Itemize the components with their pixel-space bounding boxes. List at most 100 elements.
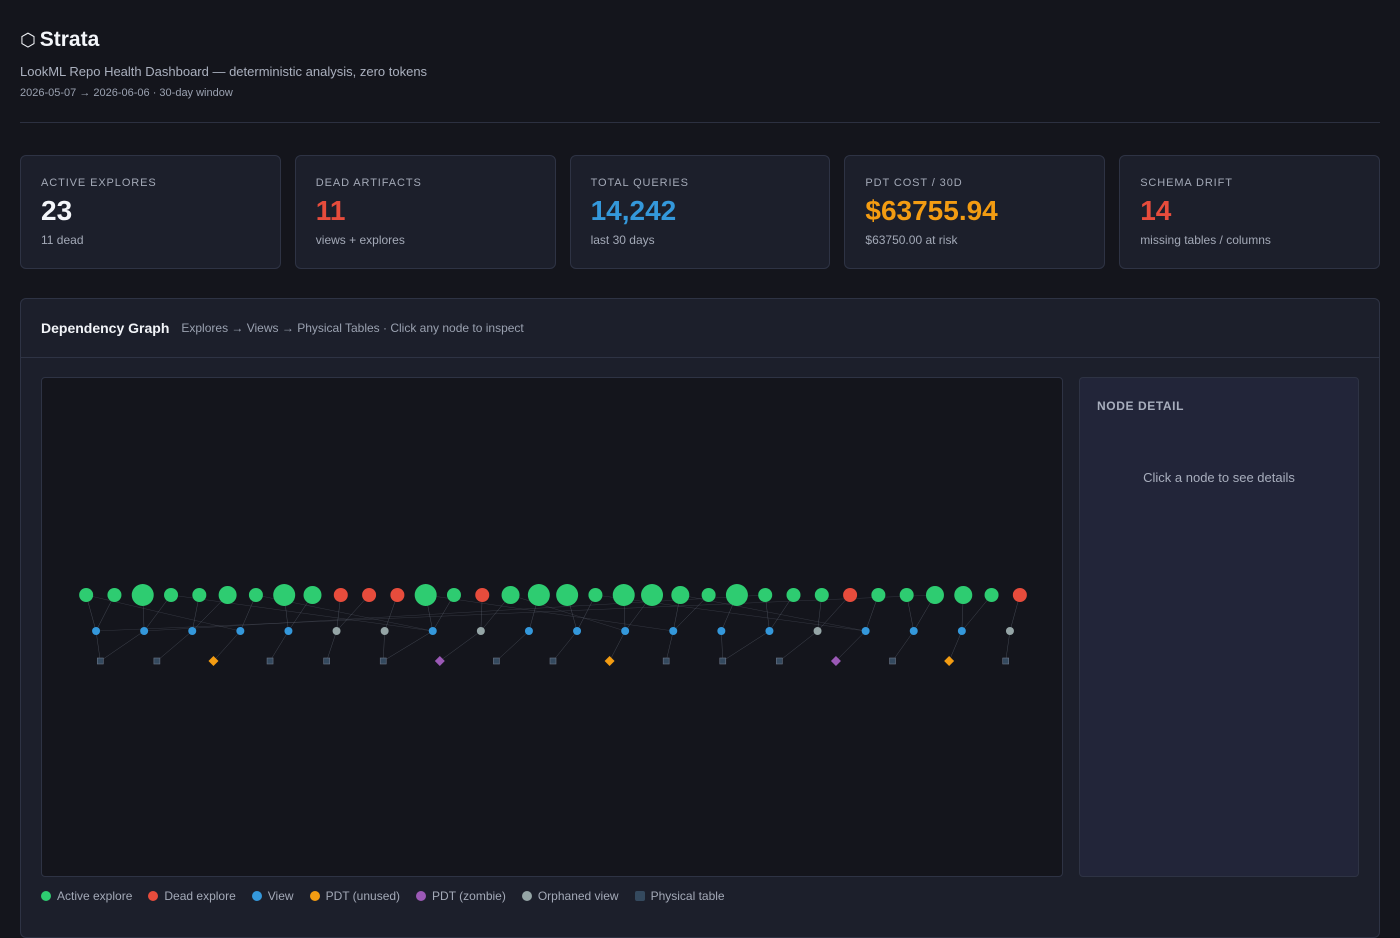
view-node[interactable] [957,627,966,635]
view-node[interactable] [140,627,149,635]
active-explore-node[interactable] [164,588,179,602]
view-node[interactable] [621,627,630,635]
graph-edge [1005,630,1011,662]
metric-label: SCHEMA DRIFT [1140,177,1233,189]
header-divider [20,122,1380,123]
orphaned-view-node[interactable] [380,627,389,635]
metric-card-dead-artifacts: DEAD ARTIFACTS 11 views + explores [294,155,556,269]
active-explore-node[interactable] [79,588,94,602]
orphaned-view-node[interactable] [813,627,822,635]
view-node[interactable] [765,627,774,635]
active-explore-node[interactable] [192,588,207,602]
graph-svg[interactable] [42,378,1063,877]
metric-label: ACTIVE EXPLORES [41,177,157,189]
dead-explore-node[interactable] [1012,588,1027,602]
metric-card-total-queries: TOTAL QUERIES 14,242 last 30 days [569,155,831,269]
pdt-zombie-node[interactable] [434,656,445,666]
active-explore-node[interactable] [725,584,748,606]
active-explore-node[interactable] [107,588,122,602]
view-node[interactable] [188,627,197,635]
graph-edge [779,630,818,662]
active-explore-node[interactable] [814,588,829,602]
physical-table-node[interactable] [719,657,727,665]
orphaned-view-node[interactable] [476,627,485,635]
dead-explore-node[interactable] [362,588,377,602]
active-explore-node[interactable] [758,588,773,602]
pdt-unused-node[interactable] [604,656,615,666]
physical-table-node[interactable] [379,657,387,665]
metric-label: PDT COST / 30D [865,177,963,189]
active-explore-node[interactable] [273,584,296,606]
active-explore-node[interactable] [786,588,801,602]
app-title: Strata [39,28,100,51]
metric-label: TOTAL QUERIES [590,177,689,189]
dead-explore-node[interactable] [390,588,405,602]
active-explore-node[interactable] [501,586,520,604]
legend-item-dead-explore: Dead explore [148,889,236,903]
graph-edge [336,594,370,632]
active-explore-node[interactable] [556,584,579,606]
active-explore-node[interactable] [671,586,690,604]
view-node[interactable] [669,627,678,635]
legend-item-pdt-unused: PDT (unused) [309,889,401,903]
view-node[interactable] [861,627,870,635]
physical-table-node[interactable] [776,657,783,665]
graph-edge [769,594,794,632]
graph-canvas[interactable] [41,377,1063,877]
active-explore-node[interactable] [954,586,973,604]
legend-label: PDT (unused) [325,889,401,903]
app-subtitle: LookML Repo Health Dashboard — determini… [20,64,428,79]
active-explore-node[interactable] [414,584,437,606]
active-explore-node[interactable] [218,586,237,604]
graph-edge [722,630,770,662]
view-node[interactable] [284,627,293,635]
metric-value: 14,242 [590,195,677,226]
active-explore-node[interactable] [641,584,664,606]
panel-hint: Explores → Views → Physical Tables · Cli… [181,321,524,335]
dead-explore-node[interactable] [843,588,858,602]
physical-table-node[interactable] [266,657,274,665]
active-explore-node[interactable] [248,588,263,602]
physical-table-node[interactable] [323,657,330,665]
view-node[interactable] [524,627,533,635]
physical-table-node[interactable] [493,657,500,665]
active-explore-node[interactable] [925,586,944,604]
active-explore-node[interactable] [899,588,914,602]
pdt-zombie-node[interactable] [830,656,841,666]
active-explore-node[interactable] [527,584,550,606]
active-explore-node[interactable] [701,588,716,602]
view-node[interactable] [717,627,726,635]
orphaned-view-node[interactable] [332,627,341,635]
graph-edge [439,630,481,662]
active-explore-node[interactable] [588,588,603,602]
physical-table-node[interactable] [96,657,104,665]
dead-explore-node[interactable] [333,588,348,602]
node-detail-empty: Click a node to see details [1143,470,1295,485]
panel-header: Dependency Graph Explores → Views → Phys… [21,299,1379,358]
view-node[interactable] [92,627,101,635]
view-node[interactable] [428,627,437,635]
view-node[interactable] [909,627,918,635]
graph-edge [673,594,709,632]
orphaned-view-node[interactable] [1005,627,1014,635]
view-node[interactable] [573,627,582,635]
pdt-unused-node[interactable] [944,656,955,666]
dashboard-page: ⬡ Strata LookML Repo Health Dashboard — … [20,28,1380,938]
active-explore-node[interactable] [131,584,154,606]
dead-explore-node[interactable] [475,588,490,602]
physical-table-node[interactable] [1002,657,1010,665]
active-explore-node[interactable] [446,588,461,602]
active-explore-node[interactable] [612,584,635,606]
physical-table-node[interactable] [153,657,161,665]
metric-sub: missing tables / columns [1140,232,1271,247]
active-explore-node[interactable] [871,588,886,602]
pdt-unused-node[interactable] [208,656,219,666]
active-explore-node[interactable] [984,588,999,602]
physical-table-node[interactable] [889,657,896,665]
active-explore-node[interactable] [303,586,322,604]
legend-swatch [148,891,159,901]
view-node[interactable] [236,627,245,635]
physical-table-node[interactable] [549,657,557,665]
legend-item-active-explore: Active explore [41,889,132,903]
physical-table-node[interactable] [662,657,670,665]
